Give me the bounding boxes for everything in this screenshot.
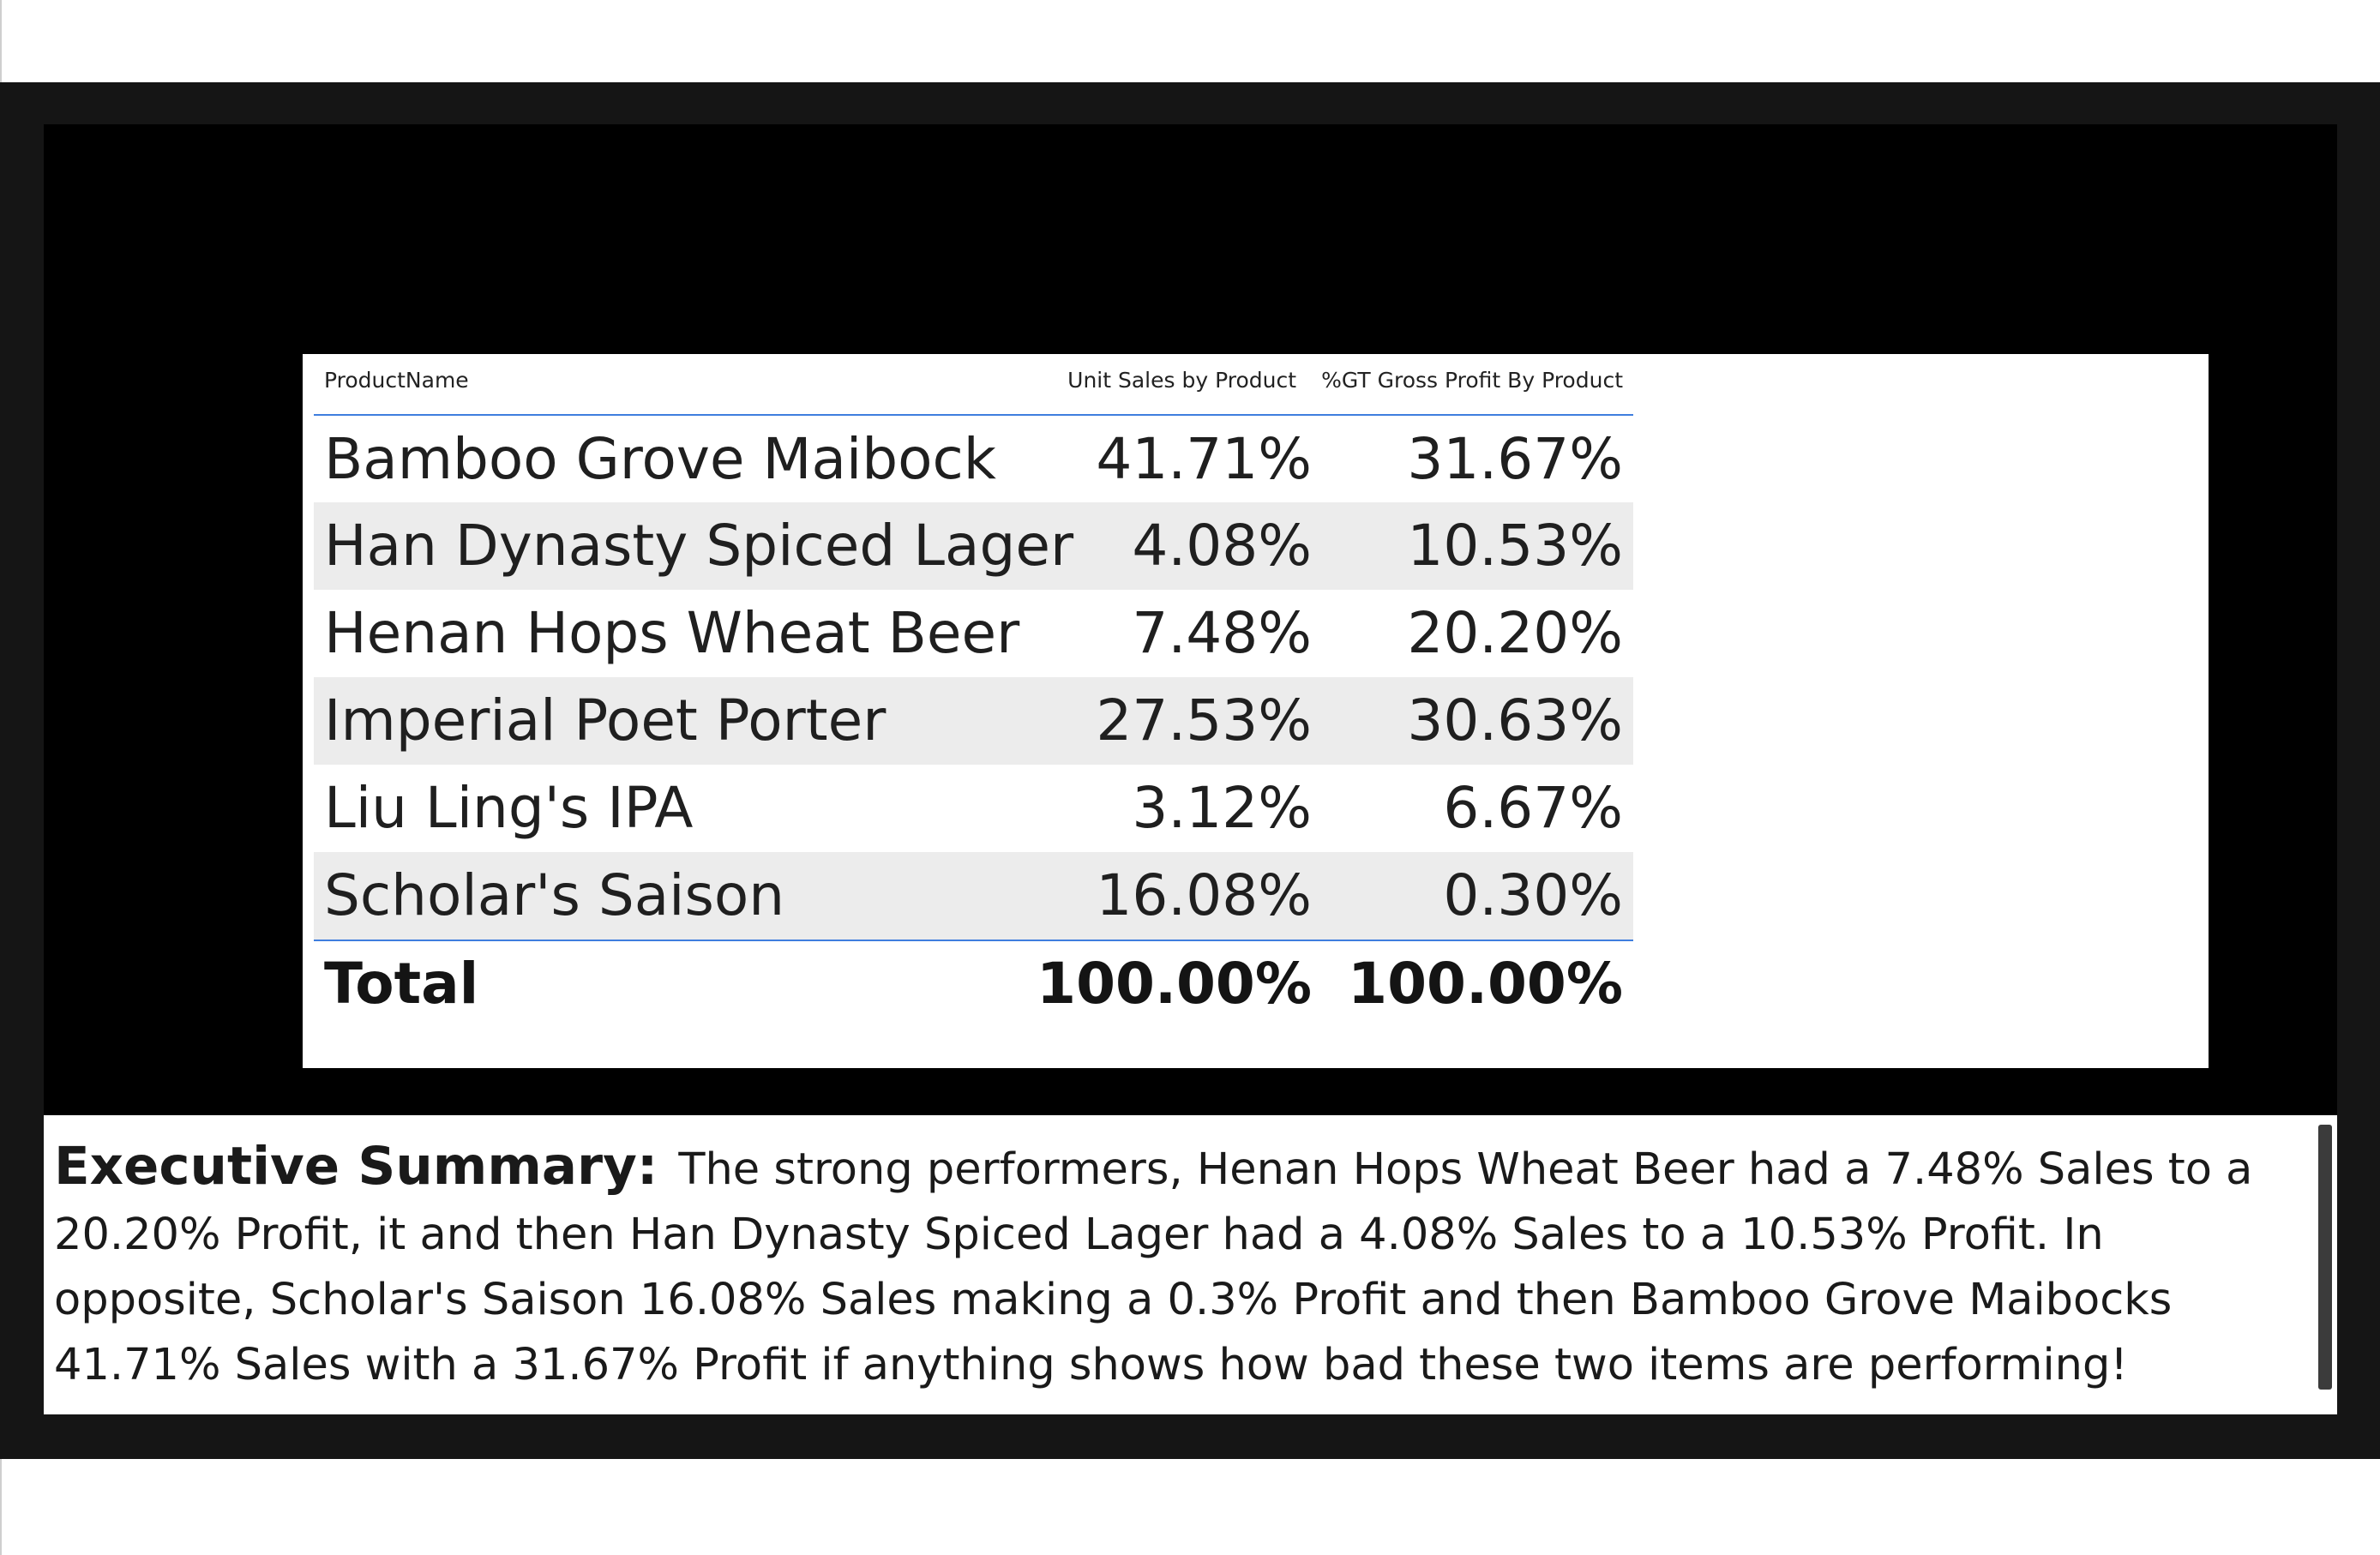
executive-summary-label: Executive Summary: xyxy=(54,1136,658,1197)
gross-profit-cell: 30.63% xyxy=(1407,687,1623,753)
unit-sales-cell: 41.71% xyxy=(1096,426,1312,492)
product-name-cell: Scholar's Saison xyxy=(324,862,785,928)
summary-scrollbar[interactable] xyxy=(2318,1125,2332,1390)
product-name-cell: Han Dynasty Spiced Lager xyxy=(324,513,1074,579)
gross-profit-cell: 0.30% xyxy=(1443,862,1623,928)
unit-sales-cell: 4.08% xyxy=(1132,513,1312,579)
table-header-row: ProductName Unit Sales by Product %GT Gr… xyxy=(314,354,1633,416)
table-total-row: Total 100.00% 100.00% xyxy=(314,940,1633,1036)
product-name-cell: Bamboo Grove Maibock xyxy=(324,426,997,492)
total-gross-profit: 100.00% xyxy=(1348,951,1623,1017)
column-header-gross-profit[interactable]: %GT Gross Profit By Product xyxy=(1321,368,1623,393)
table-row[interactable]: Imperial Poet Porter 27.53% 30.63% xyxy=(314,677,1633,765)
gross-profit-cell: 6.67% xyxy=(1443,775,1623,841)
unit-sales-cell: 27.53% xyxy=(1096,687,1312,753)
product-name-cell: Liu Ling's IPA xyxy=(324,775,694,841)
gross-profit-cell: 20.20% xyxy=(1407,600,1623,666)
table-row[interactable]: Bamboo Grove Maibock 41.71% 31.67% xyxy=(314,416,1633,502)
gross-profit-cell: 31.67% xyxy=(1407,426,1623,492)
product-table: ProductName Unit Sales by Product %GT Gr… xyxy=(314,354,1633,1036)
unit-sales-cell: 16.08% xyxy=(1096,862,1312,928)
table-row[interactable]: Henan Hops Wheat Beer 7.48% 20.20% xyxy=(314,590,1633,677)
total-label: Total xyxy=(324,951,479,1017)
executive-summary-textbox[interactable]: Executive Summary: The strong performers,… xyxy=(44,1115,2337,1414)
report-canvas: ProductName Unit Sales by Product %GT Gr… xyxy=(44,124,2337,1114)
total-unit-sales: 100.00% xyxy=(1037,951,1312,1017)
product-name-cell: Imperial Poet Porter xyxy=(324,687,886,753)
table-row[interactable]: Liu Ling's IPA 3.12% 6.67% xyxy=(314,765,1633,852)
table-row[interactable]: Han Dynasty Spiced Lager 4.08% 10.53% xyxy=(314,502,1633,590)
product-name-cell: Henan Hops Wheat Beer xyxy=(324,600,1020,666)
column-header-unit-sales[interactable]: Unit Sales by Product xyxy=(1067,368,1296,393)
executive-summary-paragraph: Executive Summary: The strong performers,… xyxy=(54,1134,2285,1398)
gross-profit-cell: 10.53% xyxy=(1407,513,1623,579)
executive-summary-text: The strong performers, Henan Hops Wheat … xyxy=(54,1144,2253,1390)
table-row[interactable]: Scholar's Saison 16.08% 0.30% xyxy=(314,852,1633,940)
unit-sales-cell: 3.12% xyxy=(1132,775,1312,841)
unit-sales-cell: 7.48% xyxy=(1132,600,1312,666)
table-visual[interactable]: ProductName Unit Sales by Product %GT Gr… xyxy=(303,354,2209,1068)
column-header-product-name[interactable]: ProductName xyxy=(324,368,469,393)
